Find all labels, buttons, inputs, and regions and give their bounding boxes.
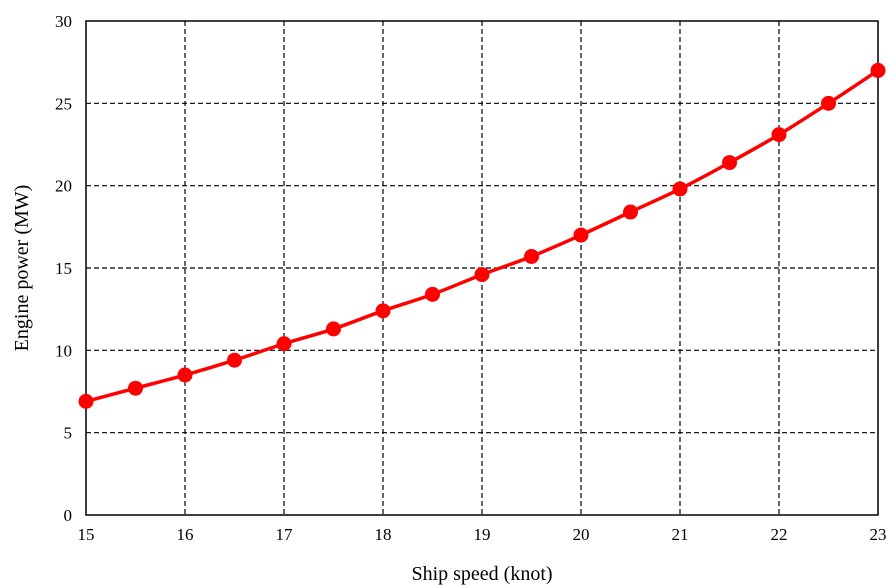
- series-layer: [78, 62, 886, 409]
- y-tick-label-30: 30: [55, 12, 72, 31]
- y-tick-label-0: 0: [64, 506, 73, 525]
- data-point-22: [771, 127, 787, 143]
- data-point-15-5: [128, 380, 143, 396]
- x-tick-label-23: 23: [870, 525, 887, 544]
- data-point-20: [573, 227, 589, 243]
- x-tick-label-22: 22: [771, 525, 788, 544]
- y-tick-label-20: 20: [55, 177, 72, 196]
- y-axis-title: Engine power (MW): [11, 185, 33, 352]
- data-point-15: [78, 393, 94, 409]
- data-point-21: [672, 181, 688, 197]
- x-tick-label-18: 18: [375, 525, 392, 544]
- plot-area-frame: [85, 20, 879, 516]
- data-point-17: [276, 336, 292, 352]
- y-tick-label-25: 25: [55, 94, 72, 113]
- x-tick-label-15: 15: [78, 525, 95, 544]
- data-point-23: [870, 62, 886, 78]
- y-tick-label-10: 10: [55, 341, 72, 360]
- y-tick-label-15: 15: [55, 259, 72, 278]
- data-point-18: [375, 303, 391, 319]
- data-point-21-5: [722, 155, 737, 171]
- data-point-17-5: [326, 321, 341, 337]
- data-point-22-5: [821, 95, 836, 111]
- x-tick-label-19: 19: [474, 525, 491, 544]
- data-point-20-5: [623, 204, 638, 220]
- grid-layer: [86, 21, 878, 515]
- data-point-18-5: [425, 286, 440, 302]
- x-tick-label-16: 16: [177, 525, 194, 544]
- tick-labels: 15 16 17 18 19 20 21 22 23 0 5 10 15 20 25 30: [55, 12, 887, 544]
- data-point-16-5: [227, 352, 242, 368]
- data-point-19-5: [524, 248, 539, 264]
- y-tick-label-5: 5: [64, 424, 73, 443]
- data-point-19: [474, 267, 490, 283]
- x-tick-label-21: 21: [672, 525, 689, 544]
- x-tick-label-17: 17: [276, 525, 294, 544]
- x-tick-label-20: 20: [573, 525, 590, 544]
- x-axis-title: Ship speed (knot): [411, 563, 552, 585]
- data-point-16: [177, 367, 193, 383]
